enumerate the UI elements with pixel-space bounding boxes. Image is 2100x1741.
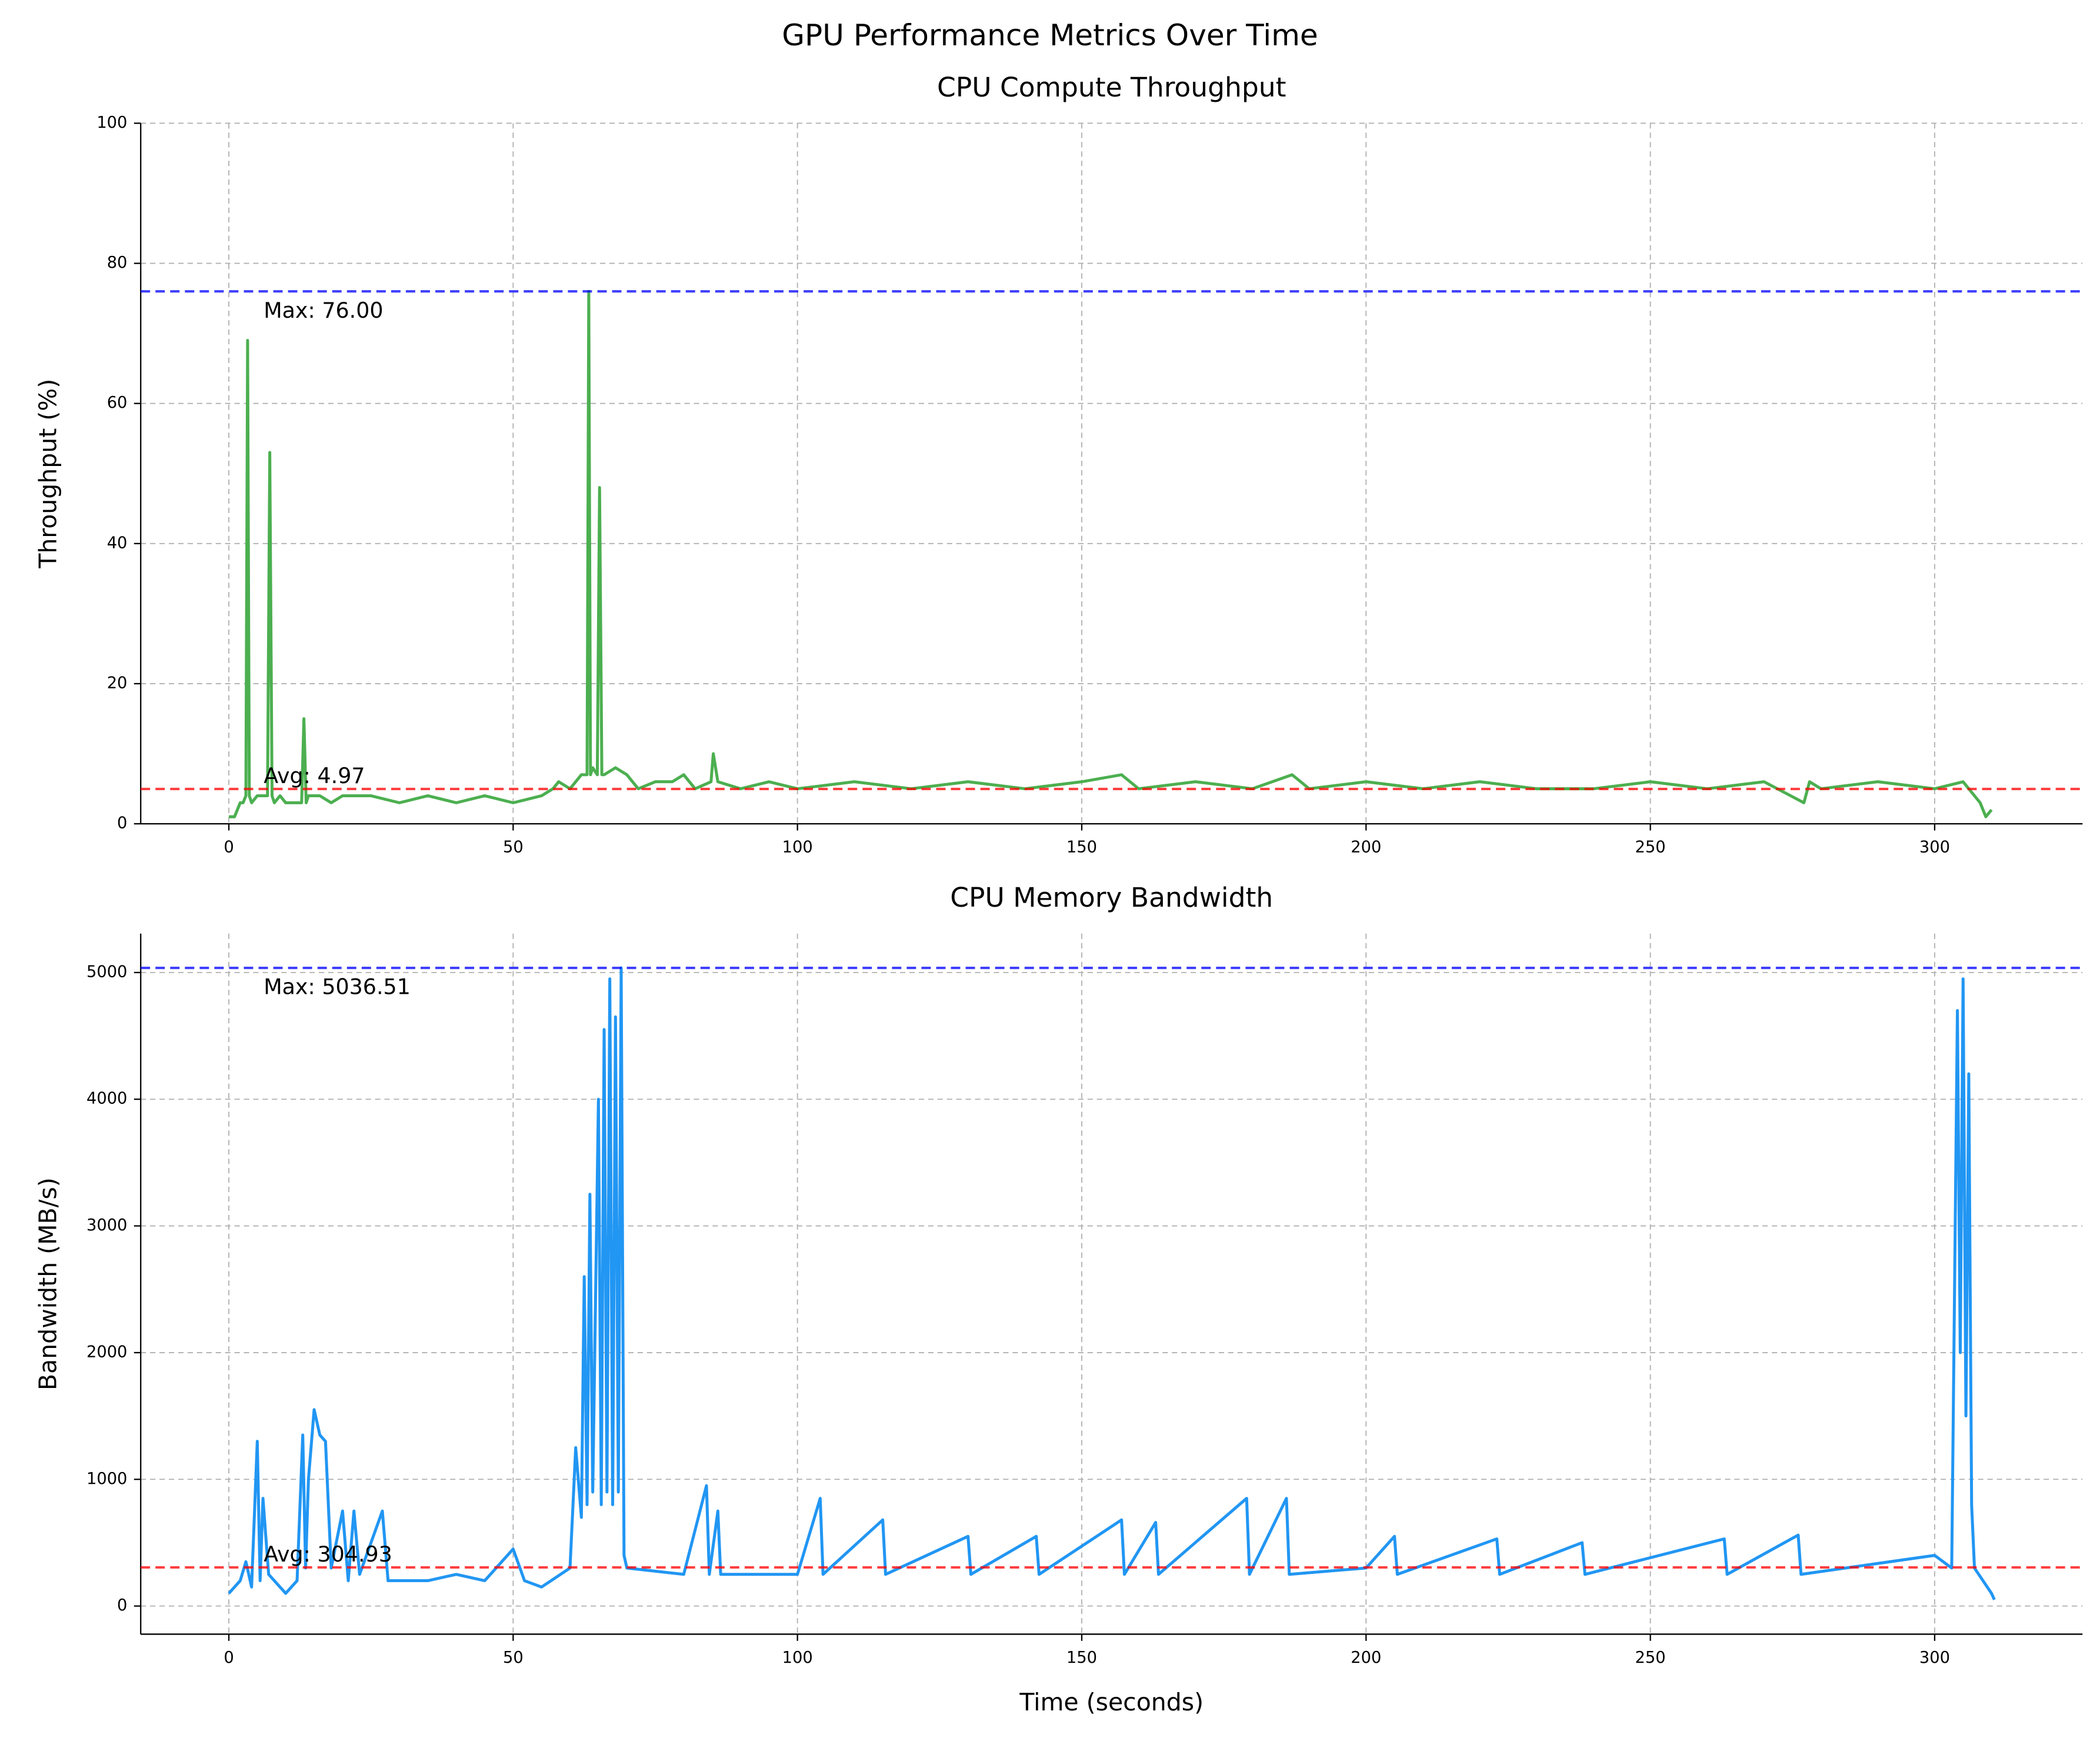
x-tick-label: 200 <box>1351 838 1381 857</box>
chart-title: CPU Memory Bandwidth <box>950 882 1273 913</box>
y-tick-label: 4000 <box>86 1090 127 1108</box>
x-tick-label: 50 <box>503 1649 524 1667</box>
chart-title: CPU Compute Throughput <box>937 72 1286 103</box>
y-tick-label: 20 <box>107 674 128 692</box>
x-tick-label: 250 <box>1635 838 1666 857</box>
y-axis-label: Throughput (%) <box>34 379 62 569</box>
x-tick-label: 250 <box>1635 1649 1666 1667</box>
x-tick-label: 100 <box>782 838 813 857</box>
y-tick-label: 1000 <box>86 1470 127 1488</box>
y-tick-label: 0 <box>117 814 127 833</box>
y-tick-label: 0 <box>117 1596 127 1614</box>
x-axis-label: Time (seconds) <box>1019 1688 1204 1716</box>
y-tick-label: 40 <box>107 534 128 552</box>
y-tick-label: 2000 <box>86 1343 127 1361</box>
x-tick-label: 150 <box>1066 838 1097 857</box>
y-tick-label: 100 <box>96 114 127 132</box>
y-tick-label: 5000 <box>86 963 127 981</box>
data-line <box>229 289 1993 818</box>
x-tick-label: 100 <box>782 1649 813 1667</box>
x-tick-label: 300 <box>1919 1649 1950 1667</box>
y-tick-label: 3000 <box>86 1216 127 1234</box>
x-tick-label: 300 <box>1919 838 1950 857</box>
data-line <box>228 966 1996 1600</box>
y-tick-label: 80 <box>107 254 128 272</box>
reference-label: Avg: 304.93 <box>264 1542 392 1567</box>
x-tick-label: 150 <box>1066 1649 1097 1667</box>
reference-label: Max: 76.00 <box>264 298 383 323</box>
y-axis-label: Bandwidth (MB/s) <box>34 1177 62 1390</box>
x-tick-label: 0 <box>224 1649 234 1667</box>
x-tick-label: 200 <box>1351 1649 1381 1667</box>
figure-title: GPU Performance Metrics Over Time <box>782 18 1318 52</box>
x-tick-label: 50 <box>503 838 524 857</box>
y-tick-label: 60 <box>107 394 128 412</box>
reference-label: Max: 5036.51 <box>264 974 411 1000</box>
x-tick-label: 0 <box>224 838 234 857</box>
reference-label: Avg: 4.97 <box>264 763 365 788</box>
